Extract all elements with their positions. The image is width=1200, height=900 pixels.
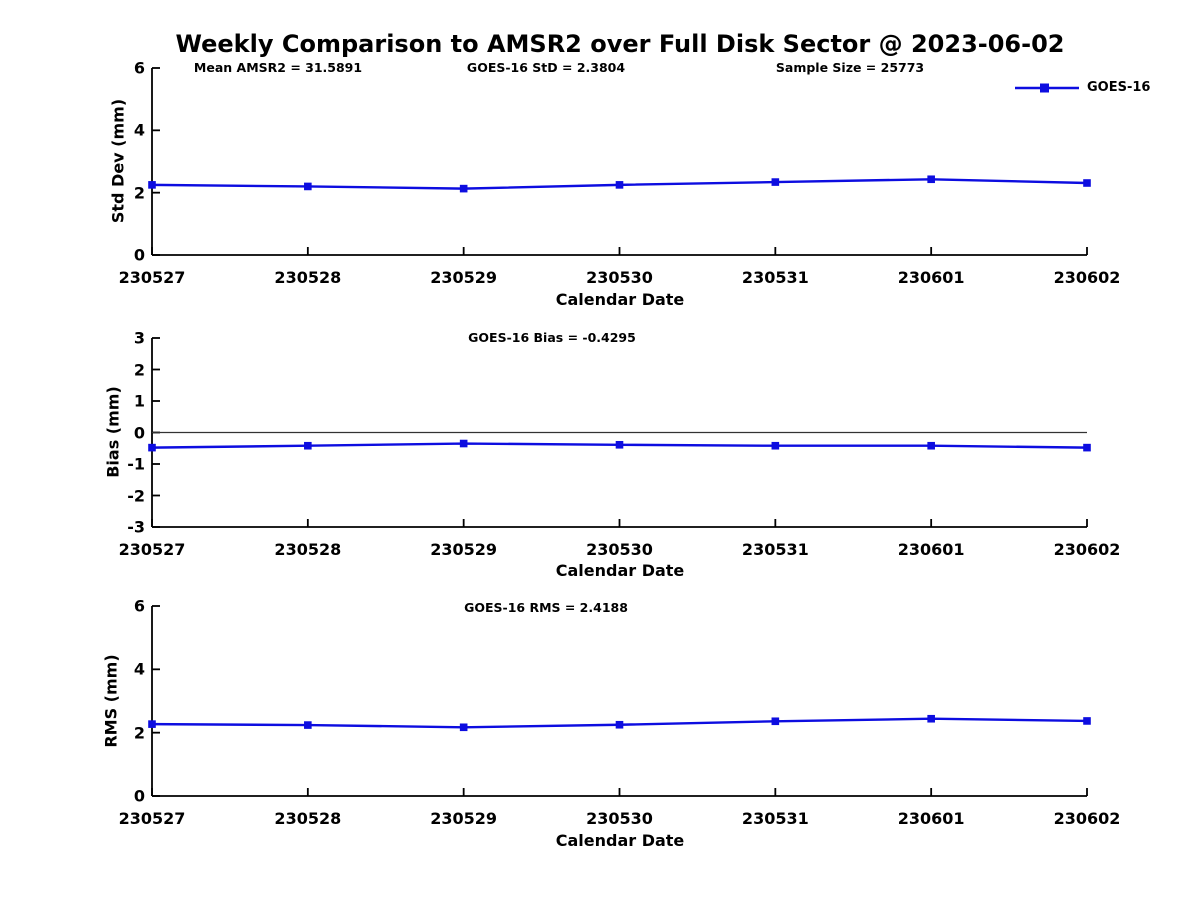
y-tick-label: 3 <box>133 328 145 348</box>
annotation-mean-amsr2: Mean AMSR2 = 31.5891 <box>193 60 363 75</box>
x-tick-label: 230531 <box>741 268 809 287</box>
data-point-marker <box>771 178 780 186</box>
data-point-marker <box>1083 717 1091 725</box>
data-point-marker <box>304 182 312 191</box>
annotation-goes16-bias: GOES-16 Bias = -0.4295 <box>468 330 636 345</box>
x-tick-label: 230528 <box>274 809 342 828</box>
x-tick-label: 230531 <box>741 809 809 828</box>
y-tick-label: -1 <box>127 454 145 474</box>
data-point-marker <box>771 717 780 726</box>
y-axis-label-rms: RMS (mm) <box>101 654 121 748</box>
y-tick-label: 2 <box>133 723 145 743</box>
x-tick-label: 230602 <box>1053 809 1121 828</box>
x-tick-label: 230530 <box>586 809 653 828</box>
legend-label: GOES-16 <box>1087 80 1151 95</box>
data-point-marker <box>304 441 312 450</box>
x-tick-label: 230527 <box>118 809 186 828</box>
legend: GOES-16 <box>1014 80 1150 95</box>
data-point-marker <box>304 721 312 729</box>
y-axis-label-bias: Bias (mm) <box>103 386 123 478</box>
data-point-marker <box>459 184 468 193</box>
y-tick-label: 4 <box>133 659 145 679</box>
x-tick-label: 230601 <box>897 809 965 828</box>
x-tick-label: 230528 <box>274 268 342 287</box>
y-tick-label: 6 <box>133 58 145 78</box>
x-axis-label-bias: Calendar Date <box>555 561 685 580</box>
y-tick-label: 6 <box>133 596 145 616</box>
x-tick-label: 230602 <box>1053 268 1121 287</box>
y-tick-label: -2 <box>127 486 145 505</box>
data-point-marker <box>1083 179 1091 187</box>
annotation-goes16-rms: GOES-16 RMS = 2.4188 <box>464 600 628 615</box>
data-point-marker <box>927 441 935 450</box>
data-point-marker <box>1083 443 1091 452</box>
x-tick-label: 230529 <box>430 540 498 559</box>
y-tick-label: -3 <box>127 517 145 537</box>
figure-title: Weekly Comparison to AMSR2 over Full Dis… <box>175 30 1065 58</box>
x-tick-label: 230528 <box>274 540 342 559</box>
x-tick-label: 230531 <box>741 540 809 559</box>
y-axis-label-stddev: Std Dev (mm) <box>108 98 128 224</box>
legend-line-marker-icon <box>1015 83 1079 92</box>
data-point-marker <box>459 723 468 732</box>
y-tick-label: 2 <box>133 360 145 379</box>
data-point-marker <box>148 443 156 452</box>
y-tick-label: 0 <box>133 786 145 806</box>
x-tick-label: 230530 <box>586 540 653 559</box>
data-point-marker <box>615 720 624 729</box>
x-axis-label-rms: Calendar Date <box>555 831 685 850</box>
annotation-sample-size: Sample Size = 25773 <box>775 60 925 75</box>
data-point-marker <box>615 440 624 449</box>
x-tick-label: 230601 <box>897 540 965 559</box>
x-tick-label: 230527 <box>118 268 186 287</box>
data-point-marker <box>927 714 935 723</box>
data-point-marker <box>615 181 624 189</box>
x-tick-label: 230529 <box>430 809 498 828</box>
data-point-marker <box>148 181 156 189</box>
data-point-marker <box>771 441 780 450</box>
x-tick-label: 230530 <box>586 268 653 287</box>
x-tick-label: 230529 <box>430 268 498 287</box>
x-tick-label: 230601 <box>897 268 965 287</box>
data-point-marker <box>459 439 468 448</box>
y-tick-label: 2 <box>133 183 145 203</box>
x-axis-label-stddev: Calendar Date <box>555 290 685 309</box>
y-tick-label: 1 <box>133 391 145 411</box>
annotation-goes16-std: GOES-16 StD = 2.3804 <box>466 60 626 75</box>
y-tick-label: 4 <box>133 120 145 140</box>
x-tick-label: 230602 <box>1053 540 1121 559</box>
y-tick-label: 0 <box>133 245 145 265</box>
data-point-marker <box>927 175 935 184</box>
x-tick-label: 230527 <box>118 540 186 559</box>
data-point-marker <box>148 720 156 728</box>
y-tick-label: 0 <box>133 423 145 442</box>
